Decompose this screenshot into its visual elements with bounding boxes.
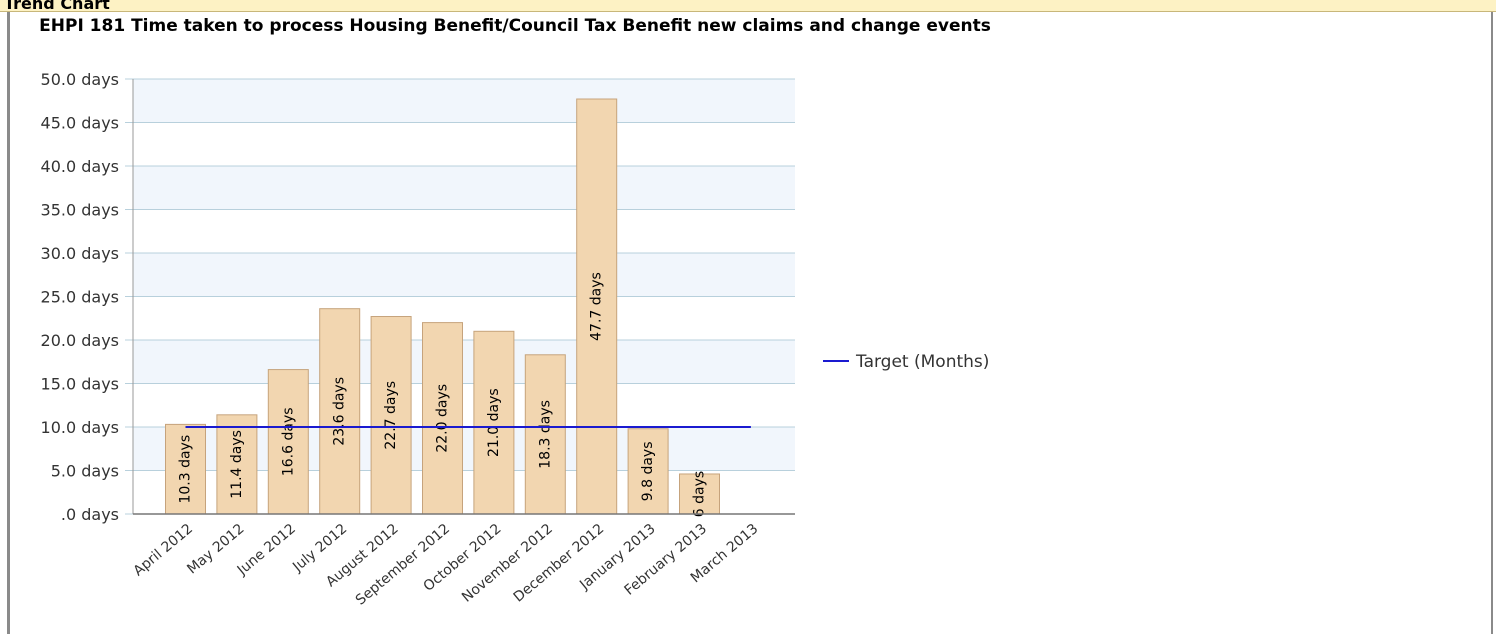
x-tick-label: September 2012: [353, 521, 453, 609]
chart-title: EHPI 181 Time taken to process Housing B…: [39, 16, 991, 36]
bar-data-label: 18.3 days: [537, 400, 553, 469]
plot-band: [133, 340, 795, 384]
bar: [370, 316, 412, 515]
bar-data-label: 23.6 days: [332, 377, 348, 446]
bar: [627, 428, 669, 515]
bar: [216, 414, 258, 515]
x-tick-label: December 2012: [511, 521, 608, 606]
plot-band: [133, 166, 795, 210]
bar-data-label: 21.0 days: [486, 388, 502, 457]
bar: [267, 369, 309, 515]
header-title: Trend Chart: [4, 0, 110, 12]
bar: [422, 322, 463, 515]
bar-data-label: 16.6 days: [280, 407, 296, 476]
bar: [576, 98, 618, 515]
y-tick-label: 50.0 days: [41, 70, 119, 89]
header-bar: Trend Chart: [0, 0, 1496, 12]
plot-band: [133, 79, 795, 123]
bar: [473, 330, 515, 515]
y-tick-label: 10.0 days: [41, 418, 119, 437]
bar: [524, 354, 566, 515]
y-tick-label: 30.0 days: [41, 244, 119, 263]
bar: [165, 423, 206, 515]
y-tick-label: 40.0 days: [41, 157, 119, 176]
y-tick-label: 45.0 days: [41, 114, 119, 133]
bar-data-label: 47.7 days: [589, 272, 605, 341]
bar-data-label: 9.8 days: [640, 441, 656, 501]
y-tick-label: 35.0 days: [41, 201, 119, 220]
x-tick-label: November 2012: [459, 521, 556, 606]
bar-data-label: 22.7 days: [383, 381, 399, 450]
bar-data-label: 11.4 days: [229, 430, 245, 499]
plot-band: [133, 253, 795, 297]
y-tick-label: 5.0 days: [51, 462, 119, 481]
bar: [679, 473, 720, 515]
legend-label: Target (Months): [855, 352, 989, 372]
y-tick-label: .0 days: [61, 505, 119, 524]
bar-data-label: 22.0 days: [435, 384, 451, 453]
y-tick-label: 15.0 days: [41, 375, 119, 394]
x-tick-label: April 2012: [131, 521, 196, 580]
bar-data-label: 10.3 days: [178, 435, 194, 504]
bar-data-label: 6 days: [692, 471, 708, 517]
y-tick-label: 20.0 days: [41, 331, 119, 350]
y-tick-label: 25.0 days: [41, 288, 119, 307]
